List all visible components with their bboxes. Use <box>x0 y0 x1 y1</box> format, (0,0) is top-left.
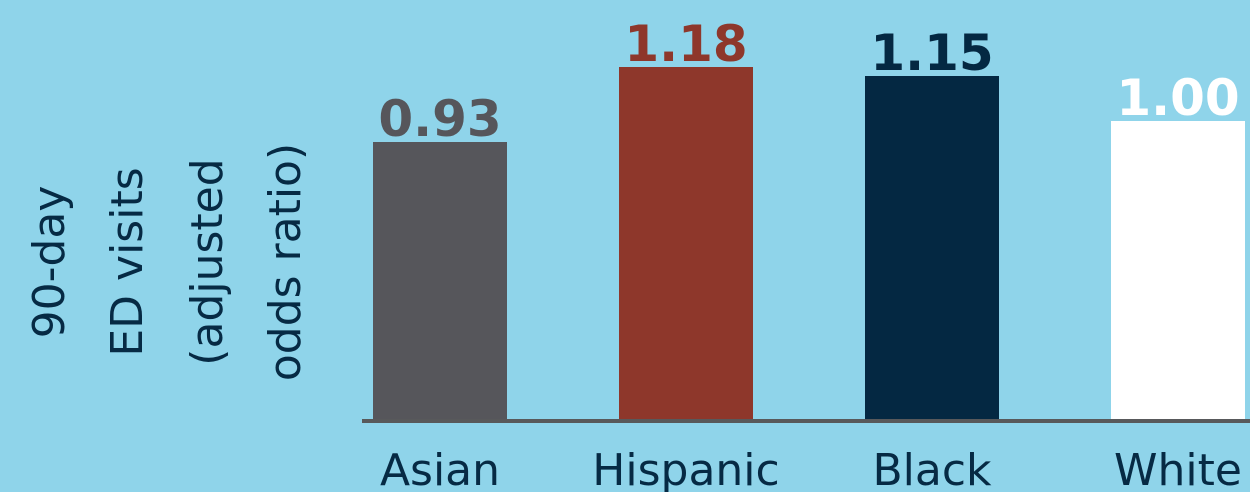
y-axis-label-line: odds ratio) <box>260 143 311 381</box>
bar <box>865 76 999 421</box>
y-axis-label: 90-day ED visits (adjusted odds ratio) <box>24 143 311 381</box>
bar <box>619 67 753 421</box>
value-label: 1.15 <box>870 24 993 82</box>
x-tick-label: Asian <box>380 445 500 492</box>
x-tick-label: Black <box>872 445 992 492</box>
bar <box>1111 121 1245 421</box>
value-label: 1.00 <box>1116 69 1239 127</box>
value-label: 1.18 <box>624 15 747 73</box>
y-axis-label-line: ED visits <box>102 167 153 356</box>
bar <box>373 142 507 421</box>
value-label: 0.93 <box>378 90 501 148</box>
y-axis-label-line: 90-day <box>24 186 75 339</box>
x-tick-label: White <box>1114 445 1242 492</box>
y-axis-label-line: (adjusted <box>182 158 233 365</box>
x-tick-label: Hispanic <box>592 445 779 492</box>
